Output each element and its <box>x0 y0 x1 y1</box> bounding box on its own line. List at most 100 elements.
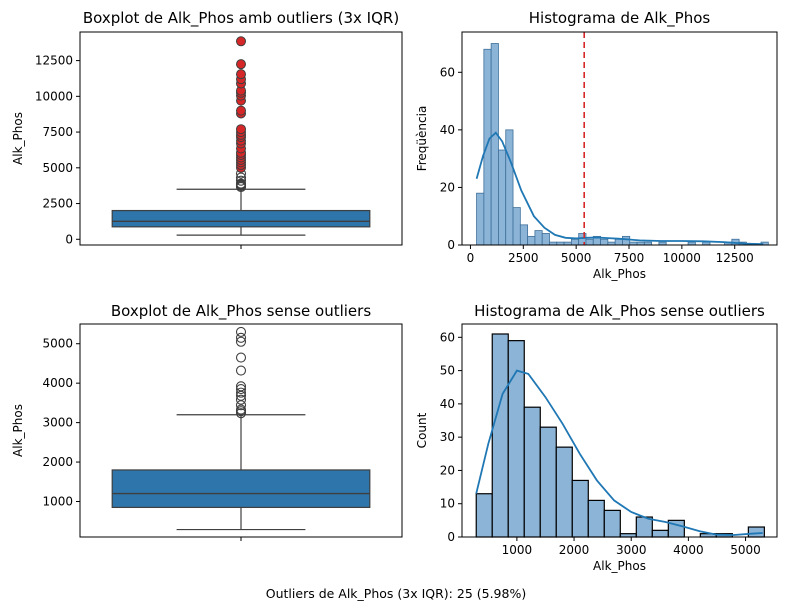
x-tick-label: 3000 <box>616 543 647 557</box>
y-tick-label: 10000 <box>35 89 73 103</box>
histogram-bar <box>498 149 507 246</box>
x-tick-label: 2000 <box>559 543 590 557</box>
y-tick-label: 30 <box>440 430 455 444</box>
histogram-bar <box>541 233 550 246</box>
histogram-bar <box>475 493 493 538</box>
outlier-point <box>236 36 246 47</box>
flier-point <box>235 394 247 405</box>
chart-title: Boxplot de Alk_Phos amb outliers (3x IQR… <box>83 9 399 28</box>
axes-frame <box>461 323 778 538</box>
histogram-bar <box>539 426 557 538</box>
histogram-bar <box>587 499 605 538</box>
flier-point <box>235 326 247 337</box>
flier-point <box>235 175 247 186</box>
histogram-bar <box>490 43 499 246</box>
outlier-point <box>236 105 246 116</box>
histogram-bar <box>555 446 573 538</box>
box-iqr <box>111 209 371 228</box>
flier-point <box>235 336 247 347</box>
y-tick-label: 60 <box>440 330 455 344</box>
y-tick-label: 2000 <box>42 455 73 469</box>
y-tick-label: 5000 <box>42 161 73 175</box>
y-tick-label: 50 <box>440 364 455 378</box>
histogram-bar <box>519 224 529 246</box>
histogram-bar <box>585 238 594 246</box>
axes-frame <box>79 31 403 246</box>
y-tick-label: 2500 <box>42 197 73 211</box>
y-axis-label: Freqüència <box>415 106 429 172</box>
histogram-bar <box>534 230 543 246</box>
x-axis-label: Alk_Phos <box>593 267 646 281</box>
histogram-bar <box>651 529 669 538</box>
box-iqr <box>111 469 371 509</box>
flier-point <box>235 365 247 376</box>
figure-caption: Outliers de Alk_Phos (3x IQR): 25 (5.98%… <box>266 586 526 601</box>
flier-point <box>235 352 247 363</box>
histogram-bar <box>570 238 580 246</box>
chart-panel-4: Histograma de Alk_Phos sense outliers Cou… <box>415 302 778 573</box>
y-tick-label: 4000 <box>42 376 73 390</box>
kde-curve <box>475 131 764 245</box>
flier-point <box>235 384 247 395</box>
histogram-bar <box>483 48 492 246</box>
histogram-bar <box>635 516 653 538</box>
axes-frame <box>79 323 403 538</box>
chart-title: Boxplot de Alk_Phos sense outliers <box>111 302 372 321</box>
y-tick-label: 5000 <box>42 337 73 351</box>
chart-panel-2: Histograma de Alk_Phos Freqüència 0 20 40 60 0… <box>415 9 778 281</box>
outlier-point <box>236 59 246 70</box>
histogram-bar <box>614 238 623 246</box>
y-tick-label: 7500 <box>42 125 73 139</box>
y-tick-label: 0 <box>65 232 73 246</box>
histogram-bar <box>476 192 485 246</box>
y-axis-label: Alk_Phos <box>11 404 25 457</box>
y-tick-label: 1000 <box>42 495 73 509</box>
flier-point <box>235 332 247 343</box>
outlier-point <box>236 69 246 80</box>
x-tick-label: 1000 <box>502 543 533 557</box>
histogram-bar <box>571 479 589 538</box>
chart-panel-1: Boxplot de Alk_Phos amb outliers (3x IQR… <box>11 9 403 249</box>
y-tick-label: 20 <box>440 463 455 477</box>
x-tick-label: 12500 <box>716 251 754 265</box>
x-tick-label: 10000 <box>663 251 701 265</box>
flier-point <box>235 404 247 415</box>
flier-point <box>235 178 247 189</box>
x-tick-label: 5000 <box>730 543 761 557</box>
y-tick-label: 0 <box>447 238 455 252</box>
histogram-bar <box>523 406 541 538</box>
x-tick-label: 5000 <box>561 251 592 265</box>
chart-title: Histograma de Alk_Phos sense outliers <box>474 302 765 321</box>
y-tick-label: 10 <box>440 497 455 511</box>
y-tick-label: 20 <box>440 180 455 194</box>
flier-point <box>235 172 247 183</box>
chart-panel-3: Boxplot de Alk_Phos sense outliers Alk_Ph… <box>11 302 403 541</box>
histogram-bar <box>527 235 536 246</box>
y-tick-label: 40 <box>440 123 455 137</box>
flier-point <box>235 381 247 392</box>
x-tick-label: 7500 <box>614 251 645 265</box>
x-axis-label: Alk_Phos <box>593 559 646 573</box>
histogram-bar <box>603 509 621 538</box>
histogram-bar <box>747 526 765 538</box>
histogram-bar <box>505 129 514 246</box>
x-tick-label: 4000 <box>673 543 704 557</box>
y-tick-label: 0 <box>447 530 455 544</box>
y-axis-label: Alk_Phos <box>11 112 25 165</box>
y-tick-label: 3000 <box>42 416 73 430</box>
y-tick-label: 12500 <box>35 54 73 68</box>
histogram-bar <box>512 207 521 246</box>
y-tick-label: 40 <box>440 397 455 411</box>
kde-curve <box>475 369 763 536</box>
y-axis-label: Count <box>415 412 429 448</box>
chart-title: Histograma de Alk_Phos <box>529 9 711 28</box>
outlier-point <box>236 124 246 135</box>
x-tick-label: 0 <box>467 251 475 265</box>
histogram-bar <box>622 235 631 246</box>
histogram-bar <box>491 333 509 538</box>
x-tick-label: 2500 <box>508 251 539 265</box>
axes-frame <box>461 31 778 246</box>
y-tick-label: 60 <box>440 65 455 79</box>
histogram-bar <box>600 238 609 246</box>
